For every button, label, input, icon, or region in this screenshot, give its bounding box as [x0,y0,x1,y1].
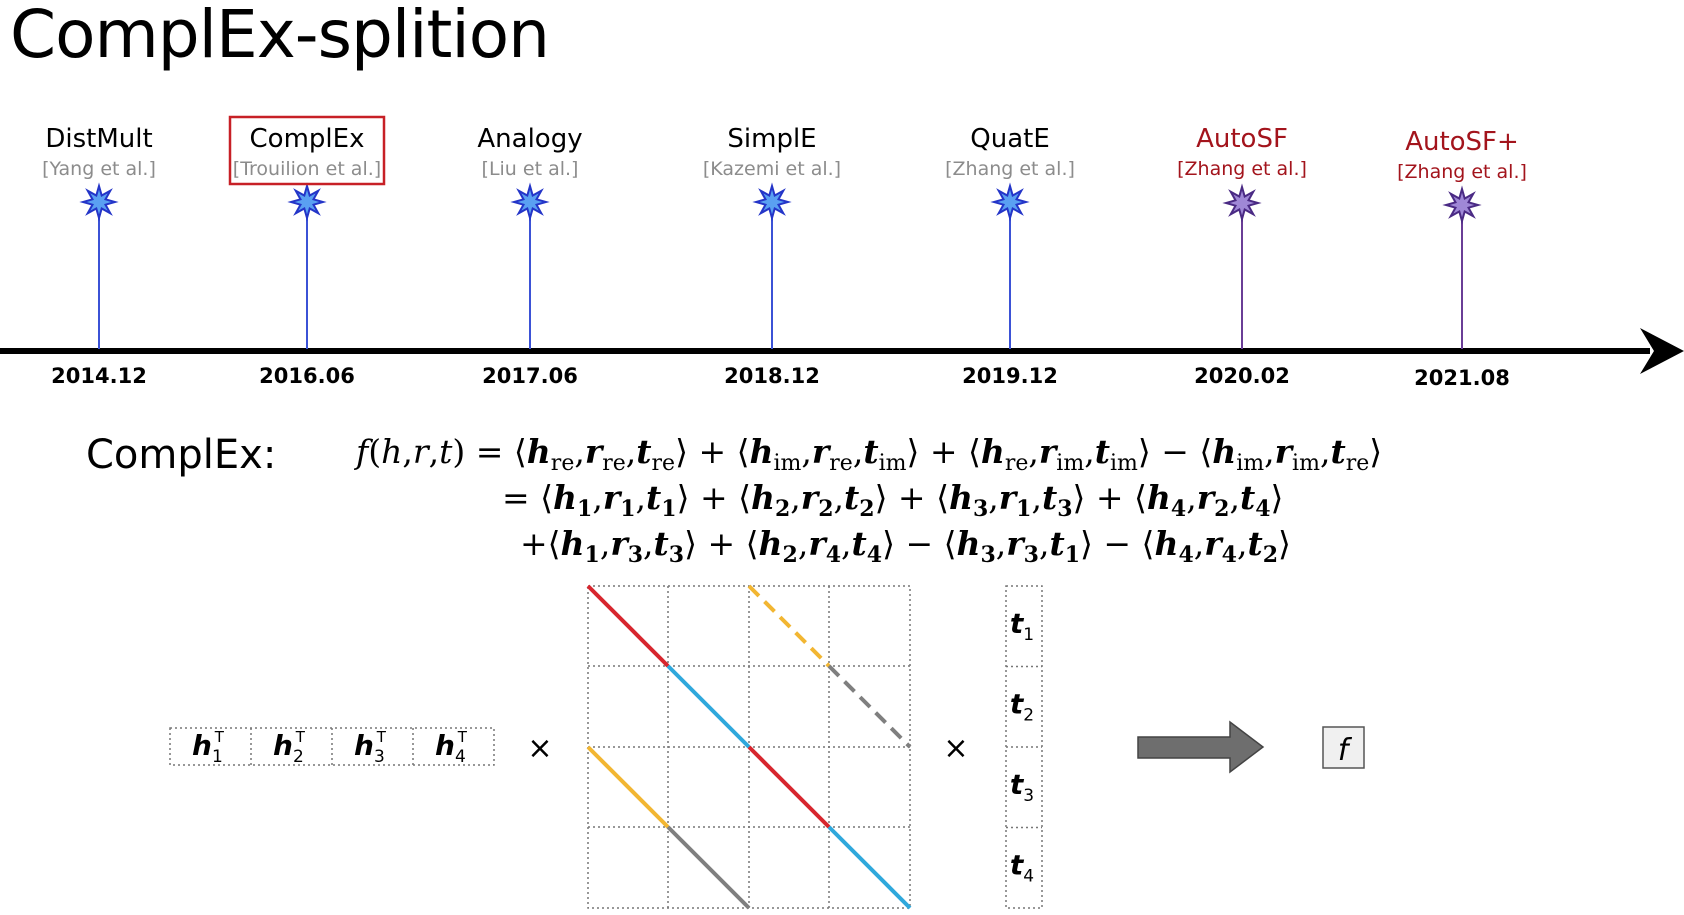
t-vector: t1 t2 t3 t4 [1005,585,1043,909]
star-icon [1222,183,1262,223]
cell-label: h1T [192,728,225,767]
h-vector-cell: h3T [354,728,387,767]
timeline-date: 2016.06 [259,364,355,388]
timeline-model-name: Analogy [477,124,582,154]
timeline-citation: [Kazemi et al.] [703,158,841,180]
matrix-line-r4-h2t4 [827,664,912,749]
t-vector-cell: t2 [1010,688,1034,726]
star-icon [990,182,1030,222]
timeline-date: 2020.02 [1194,364,1290,388]
matrix-diagram: h1T h2T h3T h4T × × t1 t2 t3 t4 f [169,584,1365,910]
timeline-arrowhead [1640,328,1684,374]
timeline-date: 2018.12 [724,364,820,388]
timeline-date: 2014.12 [51,364,147,388]
matrix-line-r2-h4t4 [827,825,912,910]
timeline-model-name: ComplEx [250,124,365,154]
matrix-line-r1-h3t3 [747,745,831,829]
cell-label: t1 [1010,607,1034,645]
times-symbol-right: × [943,731,968,766]
timeline-item: AutoSF+ [Zhang et al.] 2021.08 [1397,127,1527,390]
matrix-line-r2-h2t2 [666,664,751,749]
t-vector-cell: t4 [1010,849,1034,887]
timeline-item: AutoSF [Zhang et al.] 2020.02 [1177,124,1307,388]
relation-matrix [586,584,912,910]
timeline-item: QuatE [Zhang et al.] 2019.12 [945,124,1075,388]
cell-label: h4T [435,728,468,767]
page-title: ComplEx-splition [10,0,550,73]
matrix-line-r4-h4t2 [666,825,751,910]
timeline-item: SimplE [Kazemi et al.] 2018.12 [703,124,841,388]
timeline-citation: [Trouilion et al.] [233,158,381,180]
timeline-model-name: AutoSF [1196,124,1288,154]
result-arrow [1137,720,1265,774]
h-vector-cell: h4T [435,728,468,767]
timeline-date: 2021.08 [1414,366,1510,390]
formula-line-2: = ⟨h1,r1,t1⟩ + ⟨h2,r2,t2⟩ + ⟨h3,r1,t3⟩ +… [502,478,1284,522]
timeline-model-name: SimplE [727,124,816,154]
h-vector-cell: h1T [192,728,225,767]
cell-label: h3T [354,728,387,767]
formula-line-1: f(h,r,t) = ⟨hre,rre,tre⟩ + ⟨him,rre,tim⟩… [356,432,1383,476]
timeline-citation: [Zhang et al.] [1397,161,1527,183]
star-icon [510,182,550,222]
cell-label: t2 [1010,688,1034,726]
formula-line-3: +⟨h1,r3,t3⟩ + ⟨h2,r4,t4⟩ − ⟨h3,r3,t1⟩ − … [520,524,1291,568]
matrix-line-r1-h1t1 [586,584,670,668]
timeline-item: Analogy [Liu et al.] 2017.06 [477,124,582,388]
t-vector-cell: t3 [1010,768,1034,806]
result-box: f [1322,726,1365,769]
h-vector: h1T h2T h3T h4T [169,727,495,767]
timeline-citation: [Zhang et al.] [945,158,1075,180]
cell-label: t3 [1010,768,1034,806]
timeline-date: 2019.12 [962,364,1058,388]
matrix-line-r3-h1t3 [747,584,831,668]
timeline: DistMult [Yang et al.] 2014.12 ComplEx [Trou… [0,115,1684,390]
star-icon [752,182,792,222]
timeline-model-name: AutoSF+ [1405,127,1519,157]
star-icon [287,182,327,222]
cell-label: t4 [1010,849,1034,887]
timeline-citation: [Liu et al.] [482,158,579,180]
timeline-model-name: DistMult [45,124,152,154]
timeline-item: ComplEx [Trouilion et al.] 2016.06 [228,115,386,388]
times-symbol-left: × [527,731,552,766]
star-icon [1442,185,1482,225]
matrix-line-r3-h3t1 [586,745,670,829]
timeline-item: DistMult [Yang et al.] 2014.12 [42,124,156,388]
h-vector-cell: h2T [273,728,306,767]
timeline-citation: [Yang et al.] [42,158,156,180]
timeline-citation: [Zhang et al.] [1177,158,1307,180]
star-icon [79,182,119,222]
timeline-model-name: QuatE [970,124,1050,154]
timeline-date: 2017.06 [482,364,578,388]
t-vector-cell: t1 [1010,607,1034,645]
highlight-box [228,115,386,186]
formula-label: ComplEx: [86,432,277,478]
cell-label: h2T [273,728,306,767]
